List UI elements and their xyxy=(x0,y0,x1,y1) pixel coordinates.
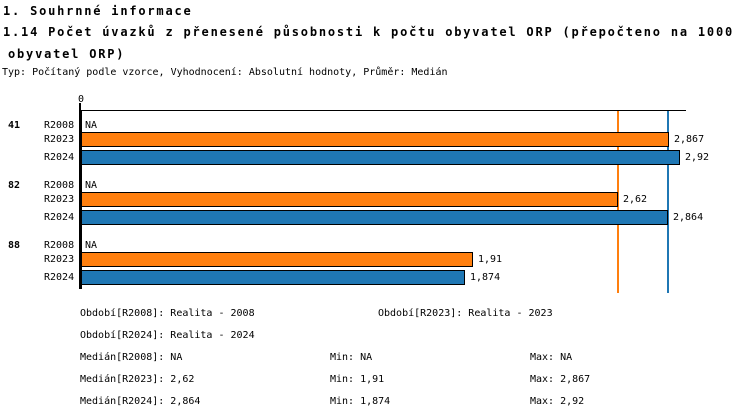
series-label: R2008 xyxy=(44,120,75,131)
bar-R2023 xyxy=(81,192,618,207)
group-label: 82 xyxy=(8,180,21,191)
bar-value-label: 2,867 xyxy=(674,134,705,145)
x-axis-zero-label: 0 xyxy=(77,94,85,105)
footer-period-r2023: Období[R2023]: Realita - 2023 xyxy=(378,308,553,319)
series-label: R2008 xyxy=(44,240,75,251)
footer-min-r2008: Min: NA xyxy=(330,352,373,363)
series-label: R2023 xyxy=(44,194,75,205)
series-label: R2024 xyxy=(44,212,75,223)
footer-min-r2024: Min: 1,874 xyxy=(330,396,391,407)
indicator-title-line1: 1.14 Počet úvazků z přenesené působnosti… xyxy=(3,25,734,39)
bar-value-label: 2,864 xyxy=(673,212,704,223)
x-axis-line xyxy=(79,110,686,111)
footer-median-r2023: Medián[R2023]: 2,62 xyxy=(80,374,195,385)
bar-value-label: 1,91 xyxy=(478,254,503,265)
bar-R2024 xyxy=(81,210,668,225)
group-label: 41 xyxy=(8,120,21,131)
bar-value-label: 2,62 xyxy=(623,194,648,205)
bar-R2023 xyxy=(81,132,669,147)
na-value: NA xyxy=(85,240,98,251)
bar-R2023 xyxy=(81,252,473,267)
bar-value-label: 1,874 xyxy=(470,272,501,283)
bar-R2024 xyxy=(81,150,680,165)
x-axis-zero-tick xyxy=(79,103,81,110)
group-label: 88 xyxy=(8,240,21,251)
series-label: R2023 xyxy=(44,254,75,265)
indicator-title-line2: obyvatel ORP) xyxy=(8,47,126,61)
footer-max-r2008: Max: NA xyxy=(530,352,573,363)
series-label: R2024 xyxy=(44,152,75,163)
series-label: R2023 xyxy=(44,134,75,145)
na-value: NA xyxy=(85,180,98,191)
footer-max-r2024: Max: 2,92 xyxy=(530,396,585,407)
footer-period-r2024: Období[R2024]: Realita - 2024 xyxy=(80,330,255,341)
y-axis-line xyxy=(79,110,82,289)
bar-R2024 xyxy=(81,270,465,285)
footer-period-r2008: Období[R2008]: Realita - 2008 xyxy=(80,308,255,319)
footer-median-r2008: Medián[R2008]: NA xyxy=(80,352,183,363)
median-R2024-reference-line xyxy=(667,111,669,293)
bar-chart: 0 41 R2008 NA R2023 2,867 R2024 2,92 82 R2008 NA R… xyxy=(8,94,710,293)
median-R2023-reference-line xyxy=(617,111,619,293)
series-label: R2024 xyxy=(44,272,75,283)
bar-value-label: 2,92 xyxy=(685,152,710,163)
indicator-meta: Typ: Počítaný podle vzorce, Vyhodnocení:… xyxy=(2,67,448,78)
na-value: NA xyxy=(85,120,98,131)
footer-max-r2023: Max: 2,867 xyxy=(530,374,591,385)
footer-min-r2023: Min: 1,91 xyxy=(330,374,385,385)
footer-median-r2024: Medián[R2024]: 2,864 xyxy=(80,396,201,407)
series-label: R2008 xyxy=(44,180,75,191)
section-title: 1. Souhrnné informace xyxy=(3,4,193,18)
